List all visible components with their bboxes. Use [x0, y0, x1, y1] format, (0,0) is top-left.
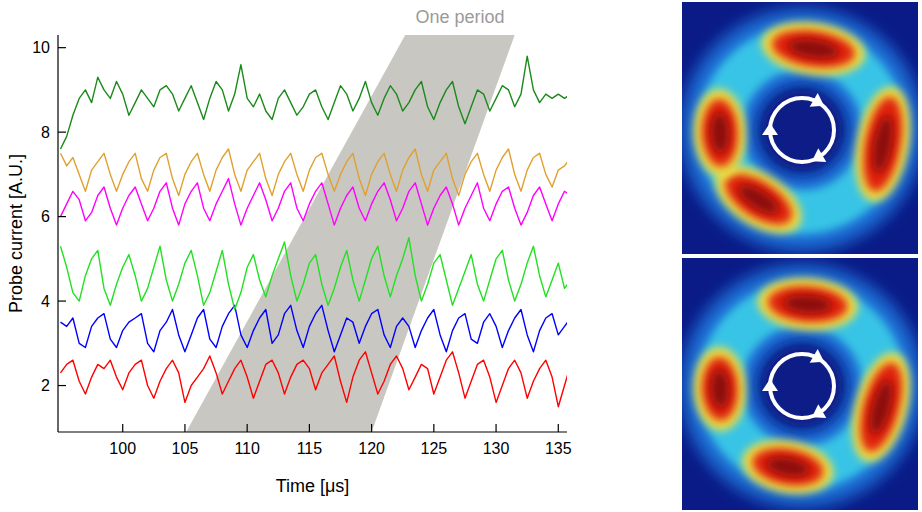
- y-tick: [58, 47, 66, 48]
- blob-core: [734, 180, 782, 219]
- x-tick-label: 105: [172, 440, 199, 457]
- blob-core: [710, 369, 729, 408]
- period-band: [186, 35, 515, 432]
- arrow-head: [812, 148, 826, 162]
- x-tick-label: 115: [297, 440, 323, 457]
- blob: [767, 283, 849, 324]
- x-axis-line: [58, 431, 567, 432]
- x-axis-title: Time [μs]: [276, 476, 350, 496]
- page: {"chart_data": {"type": "line", "x_label…: [0, 0, 922, 512]
- x-tick: [558, 424, 559, 432]
- x-tick-label: 120: [358, 440, 385, 457]
- blob-halo: [693, 346, 748, 432]
- trace: [61, 56, 568, 149]
- band-label: One period: [415, 7, 504, 27]
- x-tick-label: 110: [234, 440, 260, 457]
- blob: [749, 443, 826, 491]
- arrow-head: [812, 404, 826, 418]
- y-tick-label: 2: [41, 377, 50, 394]
- trace: [61, 238, 568, 310]
- arrow-head: [810, 93, 824, 107]
- blob-core: [869, 114, 897, 174]
- ring-hole: [762, 90, 842, 170]
- arrow-head: [762, 123, 778, 135]
- blob-core: [787, 36, 839, 61]
- figure: 100 105 110 115 120 125 130 135 2 4 6 8 10 Time [μs] P…: [0, 0, 922, 512]
- x-tick: [433, 424, 434, 432]
- blob-core: [865, 378, 897, 436]
- image-panel: [682, 2, 918, 254]
- x-tick-label: 130: [483, 440, 510, 457]
- arrow-head: [762, 379, 778, 391]
- x-tick: [371, 424, 372, 432]
- blob: [852, 358, 911, 456]
- blob-core: [783, 294, 832, 315]
- arrow-head: [810, 349, 824, 363]
- blob: [701, 98, 739, 167]
- blob: [717, 164, 801, 235]
- plot-area: [61, 35, 568, 432]
- x-tick-label: 135: [545, 440, 572, 457]
- x-tick: [184, 424, 185, 432]
- x-tick-label: 125: [420, 440, 447, 457]
- x-tick: [495, 424, 496, 432]
- rotation-arrow: [770, 354, 834, 418]
- y-tick: [58, 385, 66, 386]
- y-tick-label: 4: [41, 293, 50, 310]
- y-axis-title: Probe current [A.U.]: [6, 154, 26, 313]
- blob-halo: [756, 275, 859, 334]
- x-tick: [247, 424, 248, 432]
- blob-core: [710, 112, 729, 153]
- blob-core: [765, 454, 811, 479]
- image-ground: [682, 258, 918, 510]
- y-tick: [58, 132, 66, 133]
- blob-halo: [738, 433, 838, 500]
- x-tick: [309, 424, 310, 432]
- y-tick: [58, 300, 66, 301]
- trace: [61, 149, 568, 196]
- y-tick-label: 8: [41, 124, 50, 141]
- trace: [61, 352, 568, 407]
- y-tick: [58, 216, 66, 217]
- ring-hole: [762, 346, 842, 426]
- x-tick: [122, 424, 123, 432]
- blob: [769, 25, 857, 72]
- blob-halo: [847, 83, 918, 206]
- trace: [61, 305, 568, 352]
- x-tick-label: 100: [109, 440, 136, 457]
- image-panel: [682, 258, 918, 510]
- blob-halo: [758, 16, 868, 82]
- blob: [701, 356, 739, 421]
- blob: [857, 94, 909, 195]
- y-tick-label: 6: [41, 208, 50, 225]
- image-ground: [682, 2, 918, 254]
- blob-halo: [842, 346, 918, 468]
- y-tick-label: 10: [32, 39, 50, 56]
- blob-halo: [692, 88, 747, 178]
- rotation-arrow: [770, 98, 834, 162]
- y-axis-line: [57, 35, 58, 432]
